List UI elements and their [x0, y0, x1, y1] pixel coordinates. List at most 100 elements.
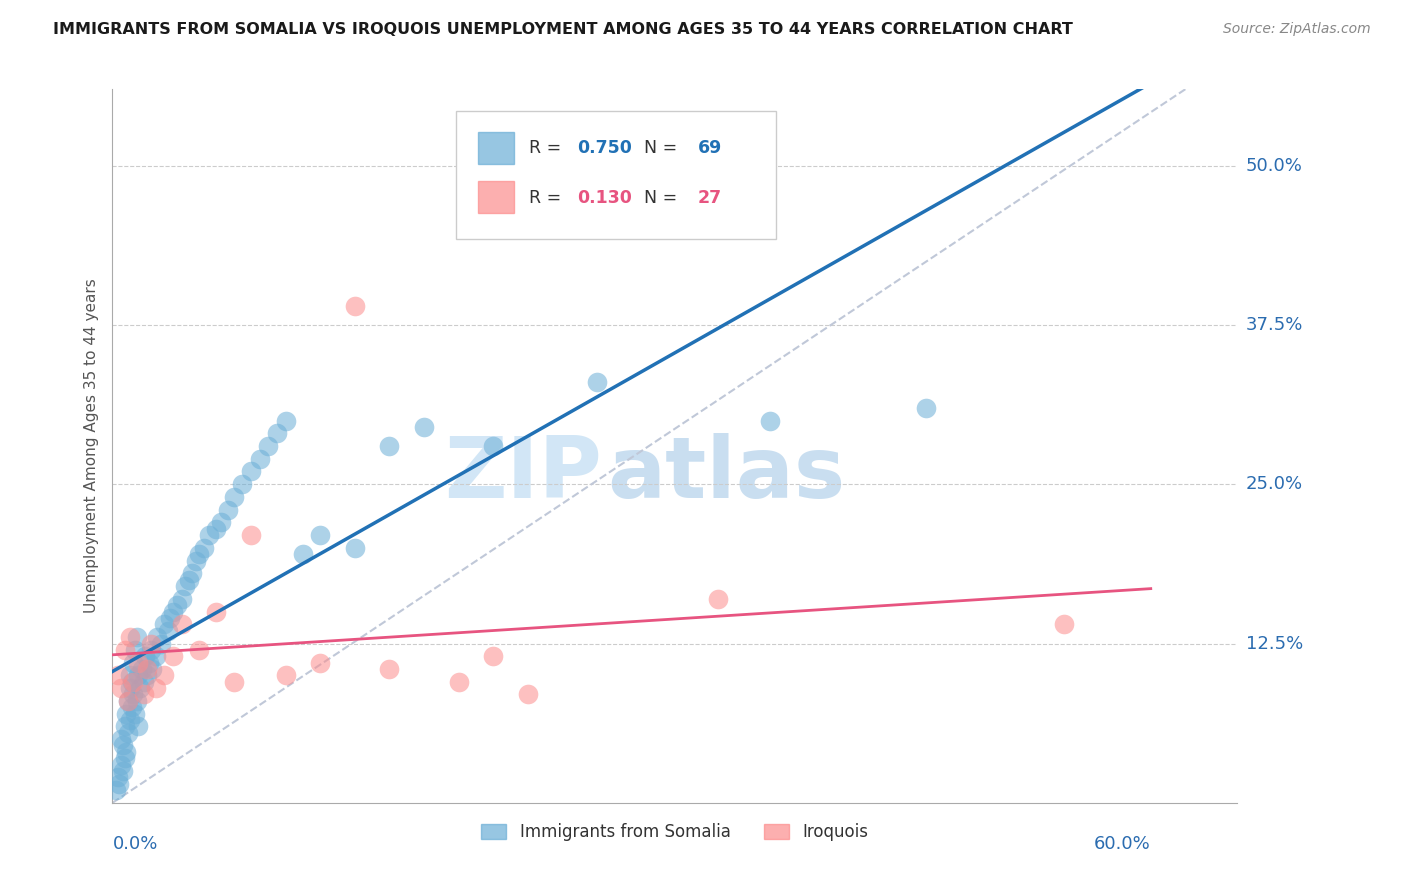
Point — [482, 439, 505, 453]
Point — [110, 757, 132, 772]
Point — [447, 674, 470, 689]
Point — [132, 674, 155, 689]
Point — [166, 599, 188, 613]
Point — [107, 668, 129, 682]
Point — [110, 732, 132, 747]
Text: atlas: atlas — [607, 433, 845, 516]
Point — [127, 719, 149, 733]
Point — [138, 656, 160, 670]
Point — [111, 739, 134, 753]
Point — [257, 439, 280, 453]
Point — [117, 694, 139, 708]
Text: 37.5%: 37.5% — [1246, 316, 1303, 334]
Point — [198, 528, 221, 542]
Point — [516, 688, 538, 702]
Point — [108, 777, 131, 791]
Point — [274, 668, 297, 682]
Point — [162, 649, 184, 664]
Point — [205, 522, 228, 536]
Point — [111, 764, 134, 778]
Point — [110, 681, 132, 695]
Point — [139, 643, 162, 657]
Text: R =: R = — [529, 139, 567, 157]
Text: N =: N = — [633, 189, 683, 207]
Point — [107, 770, 129, 784]
Text: 60.0%: 60.0% — [1094, 835, 1150, 853]
Point — [125, 630, 148, 644]
Point — [413, 420, 436, 434]
Point — [145, 649, 167, 664]
Point — [121, 674, 143, 689]
Point — [118, 630, 141, 644]
Text: N =: N = — [633, 139, 683, 157]
Point — [117, 725, 139, 739]
Point — [309, 656, 332, 670]
Point — [115, 745, 138, 759]
Point — [222, 490, 245, 504]
Point — [181, 566, 204, 581]
Text: 0.750: 0.750 — [576, 139, 631, 157]
Text: 27: 27 — [697, 189, 721, 207]
Point — [125, 694, 148, 708]
Point — [122, 656, 145, 670]
Point — [118, 668, 141, 682]
Point — [343, 541, 366, 555]
FancyBboxPatch shape — [456, 111, 776, 239]
Point — [122, 674, 145, 689]
Point — [127, 656, 149, 670]
Point — [153, 668, 176, 682]
Point — [122, 688, 145, 702]
Point — [291, 547, 314, 561]
Point — [162, 605, 184, 619]
Point — [170, 591, 193, 606]
Point — [146, 630, 169, 644]
Point — [127, 668, 149, 682]
Point — [131, 662, 153, 676]
Point — [914, 401, 936, 415]
Point — [231, 477, 253, 491]
Point — [170, 617, 193, 632]
Point — [188, 547, 211, 561]
Point — [156, 624, 179, 638]
Point — [188, 643, 211, 657]
Point — [136, 662, 159, 676]
Bar — [478, 132, 515, 164]
Point — [211, 516, 233, 530]
Point — [139, 636, 162, 650]
Bar — [478, 180, 515, 212]
Point — [114, 751, 136, 765]
Point — [117, 694, 139, 708]
Point — [309, 528, 332, 542]
Point — [141, 662, 163, 676]
Point — [586, 376, 609, 390]
Point — [114, 643, 136, 657]
Text: 0.0%: 0.0% — [112, 835, 157, 853]
Point — [184, 554, 207, 568]
Point — [124, 706, 146, 721]
Point — [239, 528, 262, 542]
Point — [174, 579, 197, 593]
Point — [114, 719, 136, 733]
Point — [378, 662, 401, 676]
Point — [132, 688, 155, 702]
Point — [124, 643, 146, 657]
Point — [205, 605, 228, 619]
Point — [118, 681, 141, 695]
Point — [222, 674, 245, 689]
Point — [177, 573, 200, 587]
Point — [759, 413, 782, 427]
Text: 50.0%: 50.0% — [1246, 157, 1303, 175]
Text: IMMIGRANTS FROM SOMALIA VS IROQUOIS UNEMPLOYMENT AMONG AGES 35 TO 44 YEARS CORRE: IMMIGRANTS FROM SOMALIA VS IROQUOIS UNEM… — [53, 22, 1073, 37]
Point — [145, 681, 167, 695]
Point — [482, 649, 505, 664]
Point — [249, 451, 271, 466]
Y-axis label: Unemployment Among Ages 35 to 44 years: Unemployment Among Ages 35 to 44 years — [83, 278, 98, 614]
Text: 12.5%: 12.5% — [1246, 634, 1303, 653]
Point — [266, 426, 288, 441]
Point — [274, 413, 297, 427]
Text: R =: R = — [529, 189, 567, 207]
Point — [134, 649, 156, 664]
Text: 25.0%: 25.0% — [1246, 475, 1303, 493]
Point — [217, 502, 239, 516]
Text: 69: 69 — [697, 139, 721, 157]
